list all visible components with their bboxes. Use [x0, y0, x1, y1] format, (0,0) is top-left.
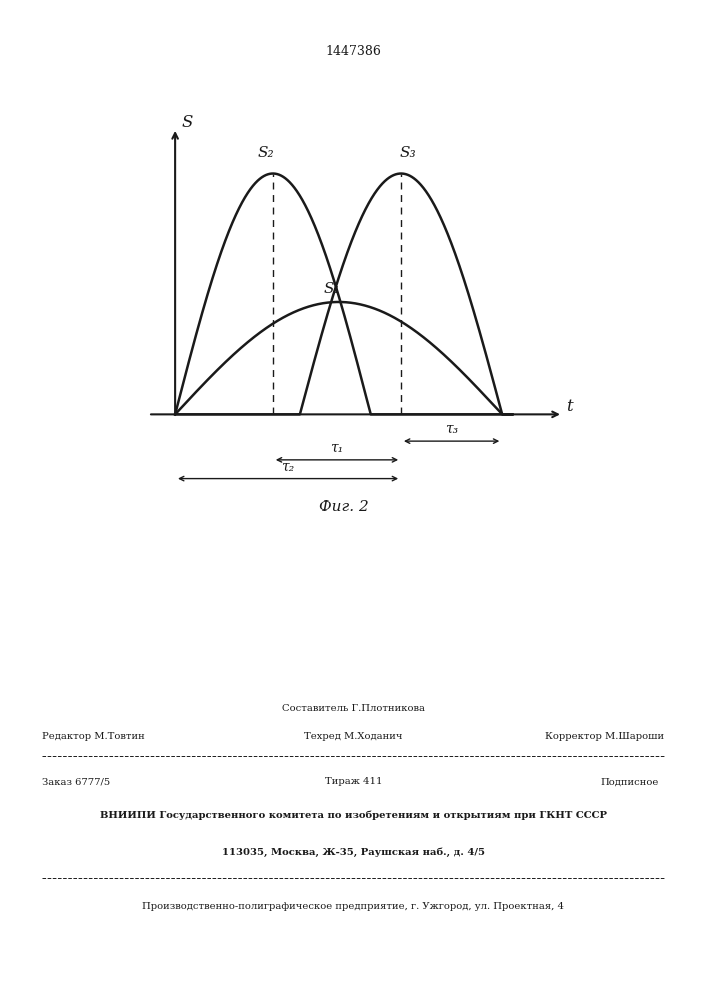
Text: τ₂: τ₂	[281, 459, 295, 473]
Text: Составитель Г.Плотникова: Составитель Г.Плотникова	[282, 704, 425, 713]
Text: Фиг. 2: Фиг. 2	[319, 500, 368, 514]
Text: Производственно-полиграфическое предприятие, г. Ужгород, ул. Проектная, 4: Производственно-полиграфическое предприя…	[143, 902, 564, 911]
Text: Заказ 6777/5: Заказ 6777/5	[42, 777, 111, 786]
Text: S: S	[182, 114, 193, 131]
Text: Техред М.Ходанич: Техред М.Ходанич	[304, 732, 403, 741]
Text: S₁: S₁	[324, 282, 340, 296]
Text: 113035, Москва, Ж-35, Раушская наб., д. 4/5: 113035, Москва, Ж-35, Раушская наб., д. …	[222, 848, 485, 857]
Text: Тираж 411: Тираж 411	[325, 777, 382, 786]
Text: t: t	[566, 398, 573, 415]
Text: τ₃: τ₃	[445, 422, 458, 436]
Text: τ₁: τ₁	[330, 441, 344, 455]
Text: S₂: S₂	[258, 146, 274, 160]
Text: S₃: S₃	[399, 146, 416, 160]
Text: Корректор М.Шароши: Корректор М.Шароши	[546, 732, 665, 741]
Text: Подписное: Подписное	[600, 777, 658, 786]
Text: 1447386: 1447386	[325, 45, 382, 58]
Text: Редактор М.Товтин: Редактор М.Товтин	[42, 732, 145, 741]
Text: ВНИИПИ Государственного комитета по изобретениям и открытиям при ГКНТ СССР: ВНИИПИ Государственного комитета по изоб…	[100, 811, 607, 820]
